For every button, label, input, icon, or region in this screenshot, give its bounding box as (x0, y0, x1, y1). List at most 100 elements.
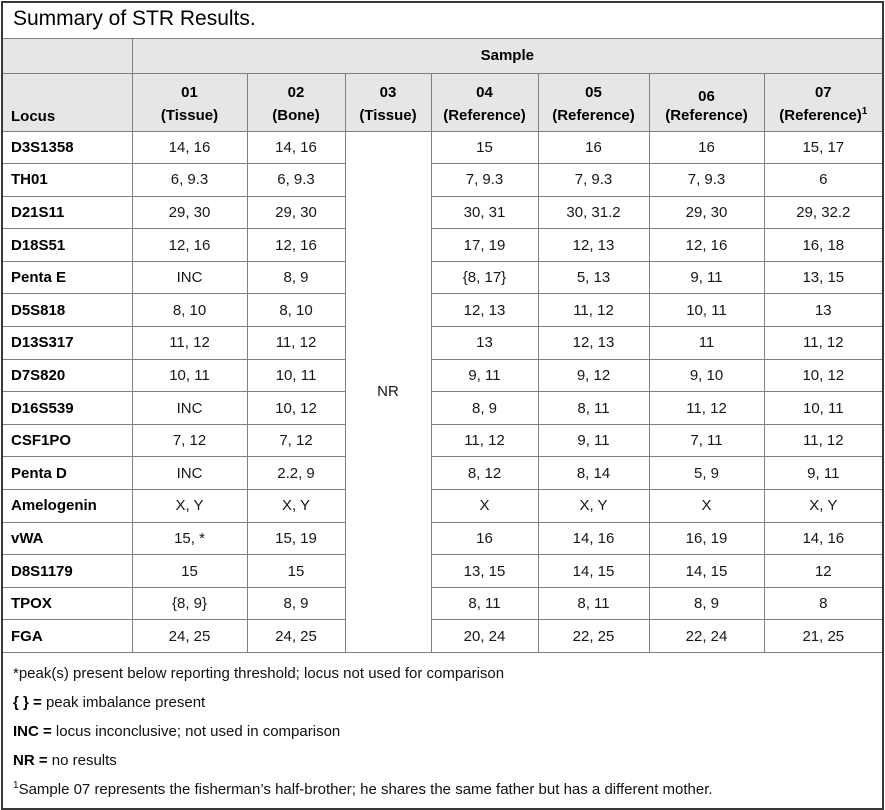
result-cell: 9, 10 (648, 358, 765, 393)
table-row: D5S818 8, 10 8, 10 12, 13 11, 12 10, 11 13 (1, 293, 884, 328)
result-cell: 11, 12 (763, 326, 884, 360)
locus-label: TPOX (1, 586, 133, 621)
result-cell: 7, 12 (131, 423, 248, 458)
result-cell: 29, 30 (131, 195, 248, 230)
locus-label: D16S539 (1, 391, 133, 425)
result-cell: 15 (246, 554, 346, 588)
result-cell: 7, 9.3 (537, 163, 650, 197)
result-cell: 15, * (131, 521, 248, 556)
result-cell: X, Y (131, 489, 248, 523)
sample-type: (Reference) (443, 106, 526, 124)
result-cell: 20, 24 (430, 619, 539, 653)
result-cell: 10, 12 (763, 358, 884, 393)
footnote-inc: INC = locus inconclusive; not used in co… (13, 723, 341, 740)
locus-label: Amelogenin (1, 489, 133, 523)
result-cell: 22, 25 (537, 619, 650, 653)
result-cell: INC (131, 391, 248, 425)
column-header-02: 02 (Bone) (246, 72, 346, 132)
result-cell: 8, 9 (246, 586, 346, 621)
table-row: D7S820 10, 11 10, 11 9, 11 9, 12 9, 10 10, 12 (1, 358, 884, 393)
sample-number: 07 (814, 83, 832, 101)
result-cell: 16 (537, 130, 650, 165)
result-cell: X, Y (763, 489, 884, 523)
sample-number: 06 (698, 87, 715, 105)
sample-type: (Bone) (272, 106, 320, 124)
result-cell: 29, 30 (246, 195, 346, 230)
result-cell: 8, 11 (537, 391, 650, 425)
table-row: D13S317 11, 12 11, 12 13 12, 13 11 11, 12 (1, 326, 884, 360)
sample-number: 04 (476, 83, 493, 101)
locus-label: D7S820 (1, 358, 133, 393)
result-cell: 12, 13 (430, 293, 539, 328)
result-cell: 10, 11 (246, 358, 346, 393)
result-cell: 10, 12 (246, 391, 346, 425)
locus-column-header: Locus (1, 72, 133, 132)
locus-label: D8S1179 (1, 554, 133, 588)
column-header-row: Locus 01 (Tissue) 02 (Bone) 03 (Tissue) … (1, 72, 884, 132)
sample-type: (Reference) (665, 106, 748, 124)
result-cell: 14, 16 (763, 521, 884, 556)
locus-label: vWA (1, 521, 133, 556)
locus-label: Penta D (1, 456, 133, 491)
result-cell: 11, 12 (246, 326, 346, 360)
result-cell: 12 (763, 554, 884, 588)
table-row: Penta D INC 2.2, 9 8, 12 8, 14 5, 9 9, 11 (1, 456, 884, 491)
column-header-01: 01 (Tissue) (131, 72, 248, 132)
footnote-marker: 1 (861, 105, 868, 117)
result-cell: {8, 17} (430, 260, 539, 295)
result-cell: 7, 9.3 (430, 163, 539, 197)
result-cell: 16, 18 (763, 228, 884, 262)
result-cell: 9, 11 (763, 456, 884, 491)
result-cell: INC (131, 260, 248, 295)
column-header-06: 06 (Reference) (648, 72, 765, 132)
locus-label: D3S1358 (1, 130, 133, 165)
locus-label: FGA (1, 619, 133, 653)
result-cell: 10, 11 (648, 293, 765, 328)
table-row: D3S1358 14, 16 14, 16 NR 15 16 16 15, 17 (1, 130, 884, 653)
result-cell: 8, 10 (131, 293, 248, 328)
result-cell: 8, 9 (430, 391, 539, 425)
table-row: Penta E INC 8, 9 {8, 17} 5, 13 9, 11 13, 15 (1, 260, 884, 295)
result-cell: X (648, 489, 765, 523)
result-cell: 8 (763, 586, 884, 621)
locus-label: D5S818 (1, 293, 133, 328)
locus-label: TH01 (1, 163, 133, 197)
result-cell: 30, 31.2 (537, 195, 650, 230)
result-cell: 11, 12 (648, 391, 765, 425)
result-cell: 8, 9 (648, 586, 765, 621)
result-cell: 11 (648, 326, 765, 360)
result-cell: X, Y (537, 489, 650, 523)
result-cell: 13 (763, 293, 884, 328)
result-cell: 15 (131, 554, 248, 588)
table-row: vWA 15, * 15, 19 16 14, 16 16, 19 14, 16 (1, 521, 884, 556)
result-cell: 17, 19 (430, 228, 539, 262)
table-row: CSF1PO 7, 12 7, 12 11, 12 9, 11 7, 11 11, 12 (1, 423, 884, 458)
result-cell: 8, 12 (430, 456, 539, 491)
locus-label: D13S317 (1, 326, 133, 360)
result-cell: {8, 9} (131, 586, 248, 621)
result-cell: 5, 13 (537, 260, 650, 295)
footnote-braces: { } = peak imbalance present (13, 694, 206, 711)
sample-header-row: Sample (1, 37, 884, 74)
result-cell: 7, 12 (246, 423, 346, 458)
result-cell: 13, 15 (763, 260, 884, 295)
result-cell: 14, 16 (131, 130, 248, 165)
result-cell: 9, 11 (430, 358, 539, 393)
result-cell: 8, 9 (246, 260, 346, 295)
table-row: FGA 24, 25 24, 25 20, 24 22, 25 22, 24 21, 25 (1, 619, 884, 653)
result-cell: 6, 9.3 (131, 163, 248, 197)
column-header-03: 03 (Tissue) (344, 72, 432, 132)
sample-number: 05 (585, 83, 602, 101)
sample-type: (Tissue) (160, 106, 219, 124)
table-row: D8S1179 15 15 13, 15 14, 15 14, 15 12 (1, 554, 884, 588)
empty-corner-cell (1, 37, 133, 74)
table-row: Amelogenin X, Y X, Y X X, Y X X, Y (1, 489, 884, 523)
result-cell: 12, 16 (131, 228, 248, 262)
result-cell: 8, 10 (246, 293, 346, 328)
result-cell: 8, 11 (430, 586, 539, 621)
sample-type: (Reference)1 (779, 105, 868, 124)
result-cell: 12, 13 (537, 326, 650, 360)
table-row: D21S11 29, 30 29, 30 30, 31 30, 31.2 29, 30 29… (1, 195, 884, 230)
result-cell: 11, 12 (537, 293, 650, 328)
